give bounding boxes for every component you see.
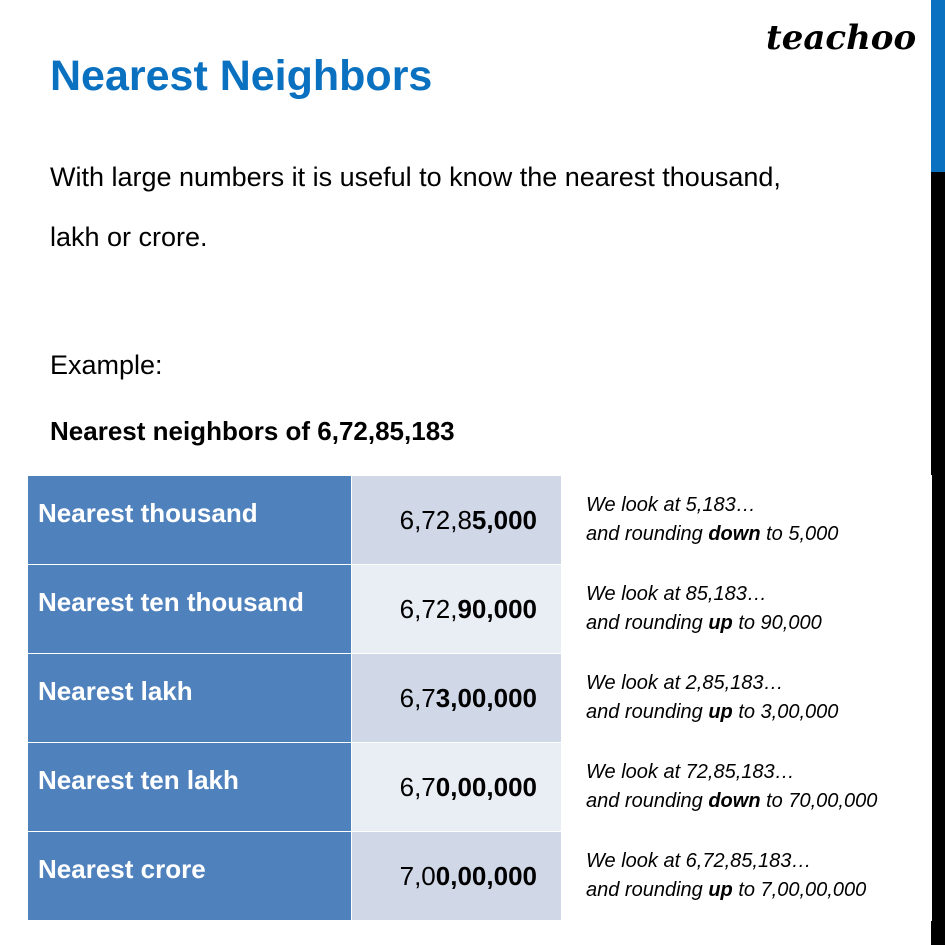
note-line1: We look at 85,183… <box>586 583 767 605</box>
row-value: 6,72,90,000 <box>351 564 562 654</box>
note-post: to 90,000 <box>732 612 822 634</box>
note-line1: We look at 72,85,183… <box>586 761 795 783</box>
note-line1: We look at 6,72,85,183… <box>586 850 812 872</box>
value-bold: 90,000 <box>457 593 537 624</box>
table-row: Nearest crore 7,00,00,000 We look at 6,7… <box>27 831 932 921</box>
row-value: 7,00,00,000 <box>351 831 562 921</box>
note-line2: and rounding down to 5,000 <box>586 520 931 549</box>
value-plain: 6,7 <box>399 682 436 713</box>
row-value: 6,72,85,000 <box>351 475 562 565</box>
row-note: We look at 85,183… and rounding up to 90,… <box>561 564 932 654</box>
page-title: Nearest Neighbors <box>50 52 433 100</box>
value-plain: 7,0 <box>399 860 436 891</box>
table-row: Nearest thousand 6,72,85,000 We look at … <box>27 475 932 565</box>
note-pre: and rounding <box>586 790 709 812</box>
intro-text-line2: lakh or crore. <box>50 222 208 252</box>
note-line2: and rounding up to 90,000 <box>586 609 931 638</box>
value-plain: 6,72, <box>399 593 458 624</box>
value-bold: 3,00,000 <box>435 682 537 713</box>
note-pre: and rounding <box>586 701 709 723</box>
note-direction: up <box>708 612 733 634</box>
row-note: We look at 6,72,85,183… and rounding up t… <box>561 831 932 921</box>
note-direction: down <box>708 523 761 545</box>
row-label: Nearest ten thousand <box>27 564 352 654</box>
value-bold: 0,00,000 <box>435 771 537 802</box>
row-label: Nearest ten lakh <box>27 742 352 832</box>
value-bold: 0,00,000 <box>435 860 537 891</box>
value-bold: 5,000 <box>471 504 537 535</box>
note-post: to 7,00,00,000 <box>732 879 867 901</box>
teachoo-logo: teachoo <box>766 18 917 58</box>
note-post: to 5,000 <box>760 523 839 545</box>
side-dark-bar <box>931 172 945 945</box>
note-line2: and rounding up to 7,00,00,000 <box>586 876 931 905</box>
note-line1: We look at 5,183… <box>586 494 756 516</box>
note-direction: up <box>708 879 733 901</box>
note-pre: and rounding <box>586 523 709 545</box>
table-row: Nearest ten lakh 6,70,00,000 We look at … <box>27 742 932 832</box>
table-row: Nearest ten thousand 6,72,90,000 We look… <box>27 564 932 654</box>
table-row: Nearest lakh 6,73,00,000 We look at 2,85… <box>27 653 932 743</box>
intro-text-line1: With large numbers it is useful to know … <box>50 162 781 192</box>
row-note: We look at 72,85,183… and rounding down t… <box>561 742 932 832</box>
row-note: We look at 5,183… and rounding down to 5,… <box>561 475 932 565</box>
note-pre: and rounding <box>586 612 709 634</box>
note-post: to 3,00,000 <box>732 701 839 723</box>
example-subtitle: Nearest neighbors of 6,72,85,183 <box>50 416 455 446</box>
note-line2: and rounding up to 3,00,000 <box>586 698 931 727</box>
row-label: Nearest lakh <box>27 653 352 743</box>
note-direction: down <box>708 790 761 812</box>
value-plain: 6,7 <box>399 771 436 802</box>
row-value: 6,70,00,000 <box>351 742 562 832</box>
row-note: We look at 2,85,183… and rounding up to 3… <box>561 653 932 743</box>
nearest-neighbors-table: Nearest thousand 6,72,85,000 We look at … <box>27 475 932 921</box>
row-label: Nearest crore <box>27 831 352 921</box>
row-label: Nearest thousand <box>27 475 352 565</box>
note-line2: and rounding down to 70,00,000 <box>586 787 931 816</box>
note-line1: We look at 2,85,183… <box>586 672 784 694</box>
side-accent-bar <box>931 0 945 172</box>
note-pre: and rounding <box>586 879 709 901</box>
note-direction: up <box>708 701 733 723</box>
value-plain: 6,72,8 <box>399 504 472 535</box>
example-label: Example: <box>50 350 163 380</box>
note-post: to 70,00,000 <box>760 790 878 812</box>
row-value: 6,73,00,000 <box>351 653 562 743</box>
